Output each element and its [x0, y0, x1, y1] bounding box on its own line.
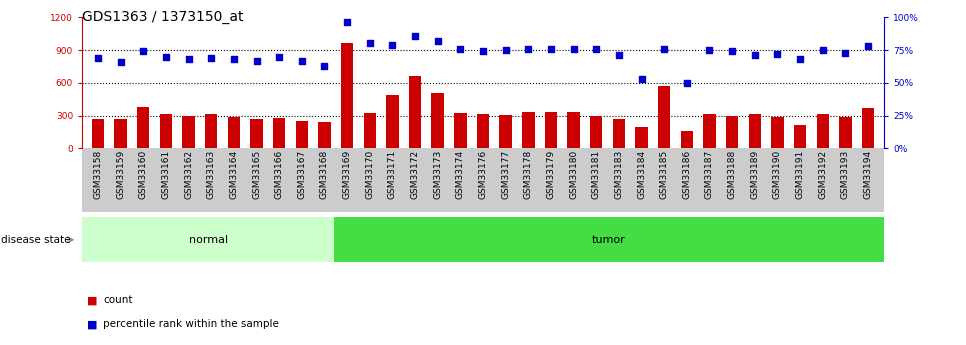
Point — [747, 52, 762, 58]
Point — [792, 57, 808, 62]
Bar — [681, 131, 693, 148]
Point — [475, 49, 491, 54]
Point — [317, 63, 332, 69]
Point — [770, 51, 785, 57]
Text: ■: ■ — [87, 319, 98, 329]
Point — [226, 57, 242, 62]
Bar — [273, 118, 285, 148]
Point — [701, 47, 717, 53]
Point — [204, 55, 219, 61]
Text: ■: ■ — [87, 295, 98, 305]
Bar — [749, 115, 761, 148]
Bar — [296, 121, 308, 148]
Bar — [703, 114, 716, 148]
Point — [521, 46, 536, 51]
Bar — [816, 115, 829, 148]
Point — [384, 42, 400, 48]
Bar — [159, 115, 172, 148]
Bar — [771, 117, 783, 148]
Bar — [250, 119, 263, 148]
Bar — [137, 107, 150, 148]
Bar — [454, 114, 467, 148]
Bar — [432, 92, 444, 148]
Point — [657, 46, 672, 51]
Point — [543, 46, 558, 51]
Bar — [862, 108, 874, 148]
Bar — [658, 86, 670, 148]
Text: tumor: tumor — [592, 235, 626, 245]
Point — [249, 58, 265, 63]
Point — [113, 59, 128, 65]
Point — [271, 54, 287, 59]
Bar — [499, 115, 512, 148]
Point — [815, 47, 831, 53]
Bar — [386, 95, 399, 148]
Bar — [409, 76, 421, 148]
Point — [588, 46, 604, 51]
Point — [135, 49, 151, 54]
Bar — [114, 119, 127, 148]
Bar — [612, 119, 625, 148]
Point — [861, 43, 876, 49]
Point — [339, 20, 355, 25]
Point — [453, 46, 469, 51]
Point — [679, 80, 695, 86]
Bar — [228, 117, 241, 148]
Text: count: count — [103, 295, 133, 305]
Bar — [477, 115, 489, 148]
Bar — [318, 122, 330, 148]
Bar — [205, 115, 217, 148]
Point — [362, 41, 378, 46]
Bar — [183, 116, 195, 148]
Point — [838, 50, 853, 56]
Bar — [839, 117, 852, 148]
Bar — [725, 116, 738, 148]
Bar — [590, 116, 603, 148]
Bar — [522, 112, 534, 148]
Bar — [92, 119, 104, 148]
Text: disease state: disease state — [1, 235, 71, 245]
Point — [90, 55, 105, 61]
Point — [497, 47, 513, 53]
Point — [634, 76, 649, 82]
Point — [408, 33, 423, 38]
Bar — [567, 112, 580, 148]
Bar — [341, 43, 354, 148]
Bar — [545, 112, 557, 148]
Text: GDS1363 / 1373150_at: GDS1363 / 1373150_at — [82, 10, 243, 24]
Text: normal: normal — [188, 235, 228, 245]
Bar — [794, 126, 807, 148]
Point — [430, 38, 445, 43]
Point — [181, 57, 196, 62]
Text: percentile rank within the sample: percentile rank within the sample — [103, 319, 279, 329]
Point — [724, 49, 740, 54]
Point — [294, 58, 309, 63]
Point — [158, 54, 174, 59]
Bar — [363, 114, 376, 148]
Point — [611, 52, 627, 58]
Point — [566, 46, 582, 51]
Bar — [636, 127, 648, 148]
